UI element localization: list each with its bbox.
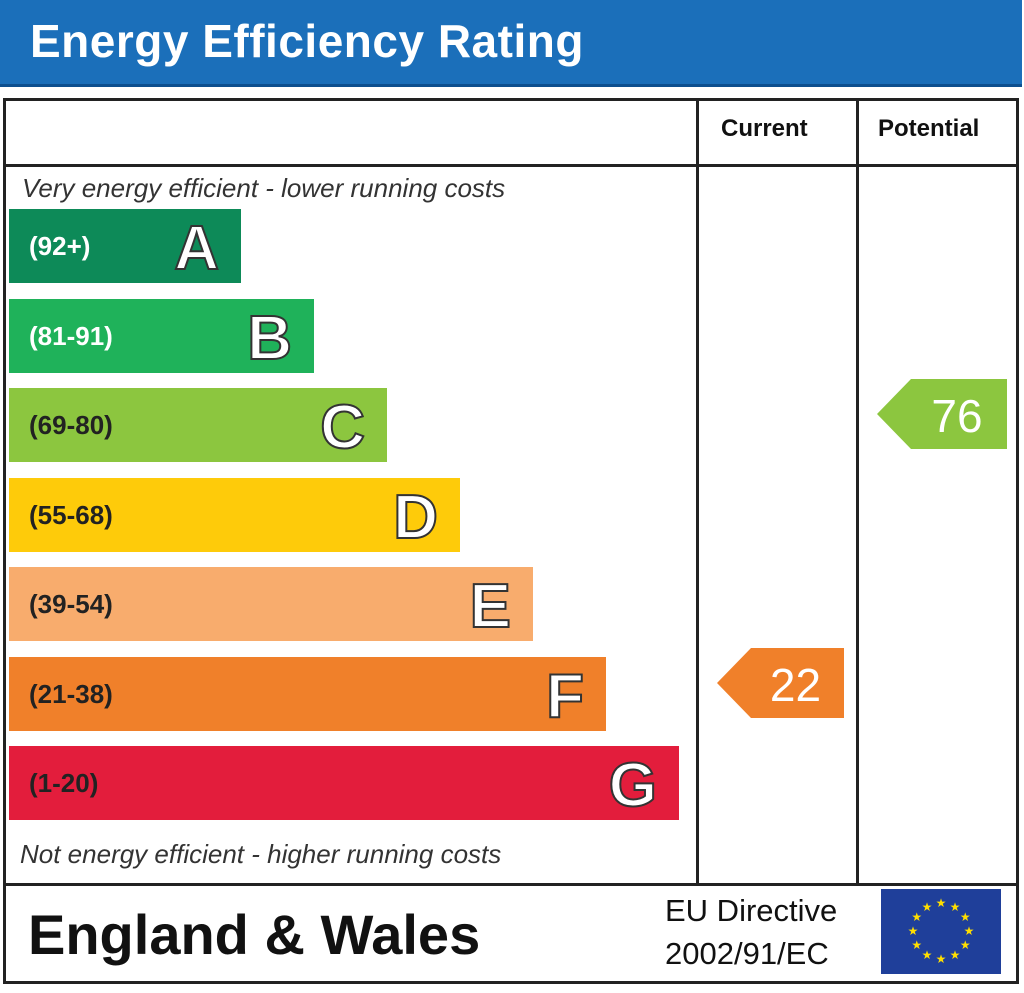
directive-line-2: 2002/91/EC <box>665 936 829 971</box>
band-c: (69-80) C <box>9 388 387 463</box>
directive-line-1: EU Directive <box>665 893 838 928</box>
band-letter-c: C <box>319 392 366 463</box>
potential-rating-arrow-shape <box>877 379 1007 449</box>
band-letter-a: A <box>173 213 220 284</box>
column-divider-current <box>696 101 699 886</box>
note-very-efficient: Very energy efficient - lower running co… <box>22 173 506 203</box>
band-letter-e: E <box>469 571 512 642</box>
eu-star-icon: ★ <box>936 952 947 966</box>
region-label: England & Wales <box>28 903 481 966</box>
chart-title: Energy Efficiency Rating <box>30 15 584 67</box>
current-rating-arrow-shape <box>717 647 844 718</box>
band-g: (1-20) G <box>9 746 679 821</box>
title-bar: Energy Efficiency Rating <box>0 0 1022 87</box>
eu-star-icon: ★ <box>922 900 933 914</box>
band-range-c: (69-80) <box>29 410 113 440</box>
band-letter-d: D <box>392 482 439 553</box>
band-letter-f: F <box>545 661 585 732</box>
eu-star-icon: ★ <box>922 948 933 962</box>
eu-flag-icon: ★ ★ ★ ★ ★ ★ ★ ★ ★ ★ ★ ★ <box>881 889 1001 974</box>
eu-star-icon: ★ <box>950 900 961 914</box>
eu-star-icon: ★ <box>964 924 975 938</box>
eu-star-icon: ★ <box>950 948 961 962</box>
band-range-e: (39-54) <box>29 589 113 619</box>
note-not-efficient: Not energy efficient - higher running co… <box>20 839 502 869</box>
eu-star-icon: ★ <box>911 910 922 924</box>
band-d: (55-68) D <box>9 477 460 553</box>
band-range-d: (55-68) <box>29 499 113 530</box>
eu-star-icon: ★ <box>960 910 971 924</box>
eu-star-icon: ★ <box>908 924 919 938</box>
band-f: (21-38) F <box>9 656 606 732</box>
band-range-g: (1-20) <box>29 768 99 798</box>
current-rating-value: 22 <box>769 658 822 711</box>
band-range-a: (92+) <box>29 231 91 261</box>
band-e: (39-54) E <box>9 567 533 642</box>
footer-divider <box>6 883 1016 886</box>
rating-table: Current Potential Very energy efficient … <box>3 98 1019 984</box>
potential-rating-value: 76 <box>931 390 983 442</box>
band-range-f: (21-38) <box>29 678 113 709</box>
eu-star-icon: ★ <box>936 896 947 910</box>
potential-rating-arrow: 76 <box>877 379 1007 449</box>
band-b: (81-91) B <box>9 298 314 374</box>
eu-star-icon: ★ <box>911 938 922 952</box>
band-a: (92+) A <box>9 209 241 284</box>
band-range-b: (81-91) <box>29 320 113 351</box>
column-header-current: Current <box>721 115 808 142</box>
eu-star-icon: ★ <box>960 938 971 952</box>
current-rating-arrow: 22 <box>717 647 844 718</box>
column-header-potential: Potential <box>878 115 980 142</box>
header-divider <box>6 164 1016 167</box>
band-letter-g: G <box>608 750 658 821</box>
column-divider-potential <box>856 101 859 886</box>
band-letter-b: B <box>246 303 293 374</box>
